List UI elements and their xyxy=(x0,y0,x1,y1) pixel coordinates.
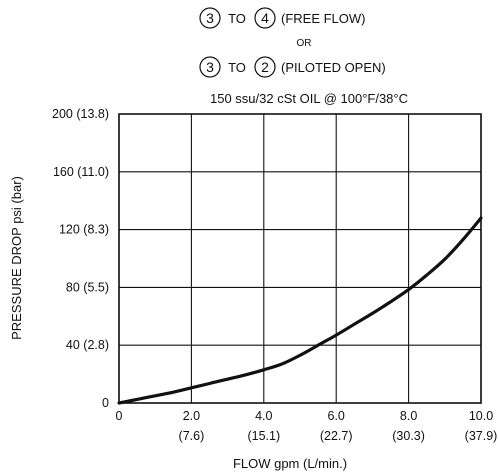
port-to-number-b: 2 xyxy=(261,59,269,75)
pressure-drop-curve xyxy=(117,216,483,405)
x-tick-sublabel: (22.7) xyxy=(320,429,353,443)
x-tick-label: 0 xyxy=(116,409,123,423)
y-axis-label: PRESSURE DROP psi (bar) xyxy=(9,176,24,340)
port-to-number: 4 xyxy=(261,10,269,26)
x-tick-label: 2.0 xyxy=(183,409,200,423)
port-4-circle xyxy=(254,7,276,29)
y-axis-tick-labels: 0 40 (2.8) 80 (5.5) 120 (8.3) 160 (11.0) 200 … xyxy=(52,107,109,410)
title-piloted-open: (PILOTED OPEN) xyxy=(281,60,386,75)
x-tick-sublabel: (37.9) xyxy=(465,429,498,443)
x-axis-label: FLOW gpm (L/min.) xyxy=(233,456,347,471)
port-from-number-b: 3 xyxy=(206,59,214,75)
port-3-circle-b xyxy=(199,56,221,78)
chart-subtitle: 150 ssu/32 cSt OIL @ 100°F/38°C xyxy=(210,91,408,106)
x-tick-label: 8.0 xyxy=(400,409,417,423)
x-tick-sublabel: (15.1) xyxy=(247,429,280,443)
x-axis-tick-labels: 0 2.0 (7.6) 4.0 (15.1) 6.0 (22.7) 8.0 (30.3) 10.0… xyxy=(116,409,498,443)
plot-border xyxy=(118,113,482,404)
series-layer xyxy=(117,216,483,405)
chart-title-line-1: 3 TO 4 (FREE FLOW) xyxy=(199,7,366,29)
title-or: OR xyxy=(297,38,312,49)
x-tick-label: 4.0 xyxy=(255,409,272,423)
y-tick-label: 40 (2.8) xyxy=(66,338,109,352)
port-2-circle xyxy=(254,56,276,78)
x-tick-sublabel: (30.3) xyxy=(392,429,425,443)
port-3-circle xyxy=(199,7,221,29)
y-tick-label: 0 xyxy=(102,396,109,410)
plot-frame xyxy=(118,113,482,404)
y-tick-label: 120 (8.3) xyxy=(59,223,109,237)
title-connector-to: TO xyxy=(228,11,246,26)
chart-title-line-3: 3 TO 2 (PILOTED OPEN) xyxy=(199,56,386,78)
title-connector-to-b: TO xyxy=(228,60,246,75)
x-tick-label: 6.0 xyxy=(328,409,345,423)
x-tick-label: 10.0 xyxy=(469,409,493,423)
grid xyxy=(118,113,482,404)
port-from-number: 3 xyxy=(206,10,214,26)
x-tick-sublabel: (7.6) xyxy=(179,429,205,443)
title-free-flow: (FREE FLOW) xyxy=(281,11,366,26)
y-tick-label: 200 (13.8) xyxy=(52,107,109,121)
y-tick-label: 160 (11.0) xyxy=(53,165,109,179)
y-tick-label: 80 (5.5) xyxy=(66,280,109,294)
